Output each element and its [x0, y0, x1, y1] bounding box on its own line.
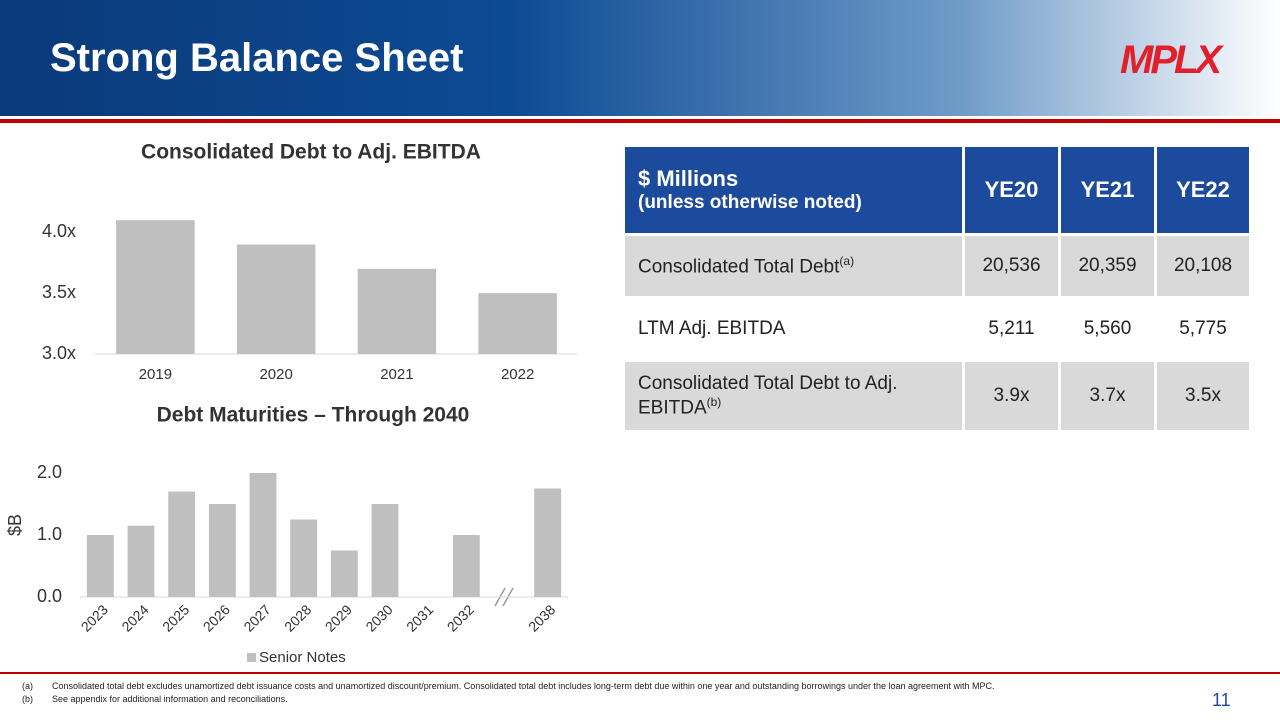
x-tick-label: 2028: [281, 601, 314, 634]
header-note: (unless otherwise noted): [638, 192, 862, 213]
x-tick-label: 2032: [444, 601, 477, 634]
column-header: YE21: [1061, 147, 1154, 233]
legend-label: Senior Notes: [259, 649, 346, 666]
table-row: Consolidated Total Debt(a) 20,536 20,359 20…: [625, 236, 1252, 296]
x-tick-label: 2023: [78, 601, 111, 634]
chart-title: Debt Maturities – Through 2040: [157, 404, 470, 427]
page-number: 11: [1212, 690, 1231, 710]
chart-title: Consolidated Debt to Adj. EBITDA: [141, 141, 481, 164]
header-label: $ Millions: [638, 166, 739, 191]
bar: [371, 504, 399, 597]
bar: [249, 473, 277, 597]
logo: MPLX: [1120, 38, 1222, 82]
row-label-wrap: LTM Adj. EBITDA: [638, 318, 785, 340]
row-label-cell: Consolidated Total Debt to Adj. EBITDA(b…: [625, 362, 962, 430]
x-tick-label: 2027: [240, 601, 273, 634]
bar: [534, 488, 562, 597]
bar: [478, 293, 557, 354]
bar: [208, 504, 236, 597]
table-row: LTM Adj. EBITDA 5,211 5,560 5,775: [625, 299, 1252, 359]
row-label-cell: LTM Adj. EBITDA: [625, 299, 962, 359]
y-axis-label: $B: [5, 514, 25, 536]
table-value: 3.5x: [1157, 362, 1249, 430]
x-tick-label: 2022: [501, 366, 534, 383]
row-label-cell: Consolidated Total Debt(a): [625, 236, 962, 296]
footnote-mark: (b): [22, 694, 33, 704]
x-tick-label: 2025: [159, 601, 192, 634]
y-tick-label: 4.0x: [42, 221, 76, 241]
y-tick-label: 1.0: [37, 524, 62, 544]
x-tick-label: 2030: [362, 601, 395, 634]
y-tick-label: 3.5x: [42, 282, 76, 302]
table-header-row: $ Millions (unless otherwise noted) YE20 YE…: [625, 147, 1252, 233]
bar: [357, 268, 437, 354]
data-table: $ Millions (unless otherwise noted) YE20 YE…: [625, 147, 1252, 433]
footnote: (b) See appendix for additional informati…: [22, 693, 995, 706]
x-tick-label: 2024: [118, 601, 151, 634]
slide-title: Strong Balance Sheet: [50, 36, 464, 80]
x-tick-label: 2031: [403, 601, 436, 634]
row-label: Consolidated Total Debt: [638, 256, 840, 278]
legend-swatch: [247, 653, 256, 662]
bar: [127, 525, 155, 597]
column-header: YE22: [1157, 147, 1249, 233]
bar: [452, 535, 480, 597]
x-tick-label: 2021: [380, 366, 413, 383]
table-value: 3.9x: [965, 362, 1058, 430]
y-tick-label: 3.0x: [42, 343, 76, 363]
table-value: 20,359: [1061, 236, 1154, 296]
x-tick-label: 2019: [139, 366, 172, 383]
y-tick-label: 0.0: [37, 586, 62, 606]
y-tick-label: 2.0: [37, 462, 62, 482]
bar: [86, 535, 114, 597]
footnote-mark: (a): [22, 681, 33, 691]
header-cell: $ Millions (unless otherwise noted): [625, 147, 962, 233]
divider: [0, 119, 1280, 123]
footnote-ref: (b): [706, 394, 722, 409]
bar: [330, 550, 358, 597]
table-value: 5,211: [988, 318, 1035, 339]
row-label-wrap: Consolidated Total Debt to Adj. EBITDA(b…: [638, 373, 938, 419]
x-tick-label: 2020: [259, 366, 292, 383]
footnote-text: Consolidated total debt excludes unamort…: [52, 681, 995, 691]
table-value: 5,775: [1179, 318, 1227, 339]
header-band: [0, 0, 1280, 116]
x-tick-label: 2026: [200, 601, 233, 634]
x-tick-label: 2029: [322, 601, 355, 634]
bar: [116, 220, 195, 354]
table-row: Consolidated Total Debt to Adj. EBITDA(b…: [625, 362, 1252, 430]
bar: [236, 244, 316, 354]
x-tick-label: 2038: [525, 601, 558, 634]
footnotes: (a) Consolidated total debt excludes unam…: [22, 680, 995, 706]
footnote-text: See appendix for additional information …: [52, 694, 288, 704]
bar: [290, 519, 318, 597]
table-value: 20,536: [965, 236, 1058, 296]
table-value: 20,108: [1157, 236, 1249, 296]
footnote-ref: (a): [839, 253, 855, 268]
footnote: (a) Consolidated total debt excludes unam…: [22, 680, 995, 693]
table-value: 3.7x: [1061, 362, 1154, 430]
divider: [0, 672, 1280, 674]
column-header: YE20: [965, 147, 1058, 233]
row-label: Consolidated Total Debt to Adj. EBITDA: [638, 372, 898, 419]
table-value: 5,560: [1083, 318, 1132, 339]
row-label: LTM Adj. EBITDA: [638, 318, 786, 339]
row-label-wrap: Consolidated Total Debt(a): [638, 254, 854, 278]
bar: [168, 491, 196, 597]
